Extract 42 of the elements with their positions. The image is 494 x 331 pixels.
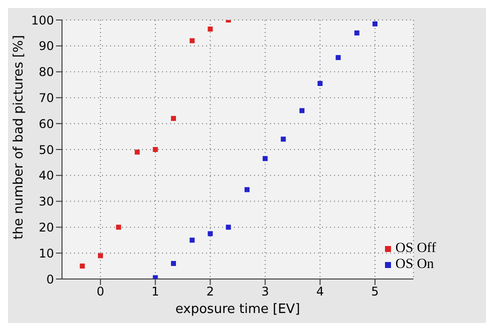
point [116,224,122,230]
point [170,260,176,266]
point [299,108,304,114]
point [152,275,158,279]
point [280,136,286,142]
point [208,26,213,32]
point [262,156,268,162]
x-tick-label: 4 [316,284,324,299]
point [372,21,378,26]
point [98,253,103,258]
point [152,147,158,152]
point [190,238,195,243]
x-tick-label: 1 [152,284,160,299]
y-tick-label: 100 [31,13,54,28]
y-tick-label: 0 [46,272,54,286]
y-tick-label: 90 [38,39,54,54]
x-tick-label: 5 [371,284,379,299]
point [190,38,195,44]
x-axis-title: exposure time [EV] [175,302,300,317]
x-tick-label: 0 [96,284,104,299]
point [226,224,231,230]
point [318,80,323,86]
x-tick-label: 2 [206,284,214,299]
y-tick-label: 40 [38,168,54,183]
y-tick-label: 30 [38,194,54,209]
point [244,187,250,192]
point [134,150,140,155]
y-tick-label: 20 [38,220,54,234]
x-tick-label: 3 [261,284,269,299]
legend-label: OS Off [395,241,436,256]
y-tick-label: 60 [38,116,54,131]
y-tick-label: 50 [38,142,54,157]
point [208,231,213,236]
y-axis-title: the number of bad pictures [%] [12,35,27,240]
y-tick-label: 10 [38,246,54,260]
y-tick-label: 80 [38,65,54,80]
y-tick-label: 70 [38,90,54,105]
point [170,116,176,121]
point [336,55,341,60]
point [354,30,360,36]
legend-label: OS On [395,257,434,272]
point [80,264,85,269]
